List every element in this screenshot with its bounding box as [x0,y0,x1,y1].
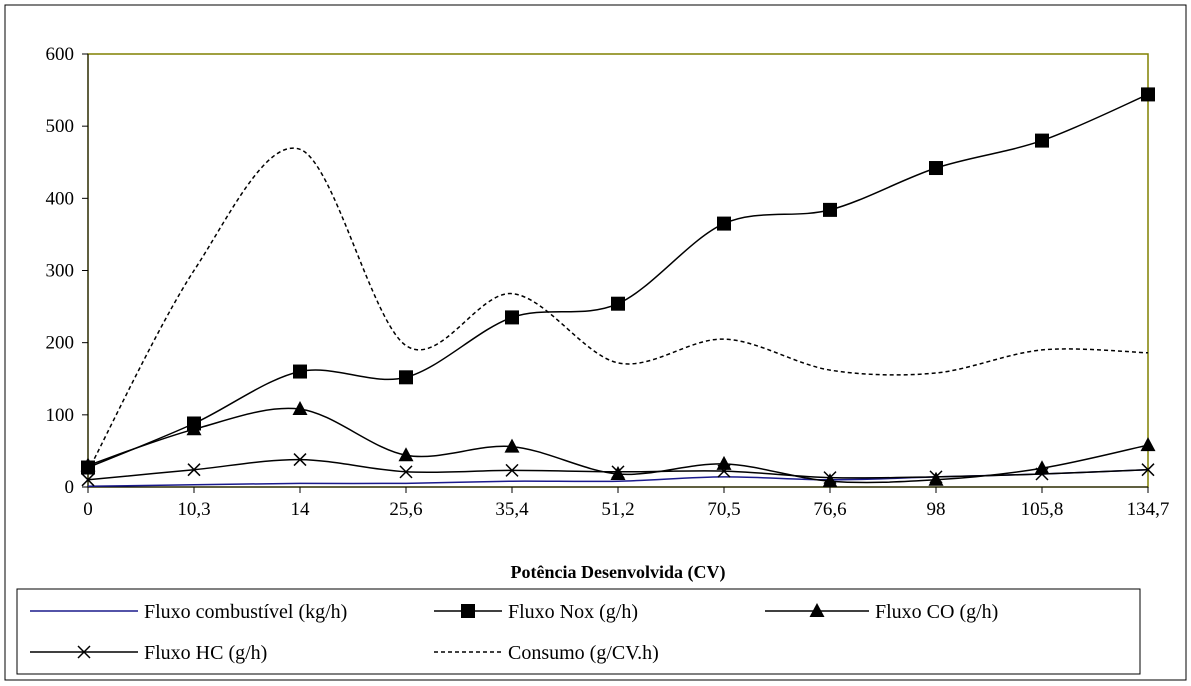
data-point [929,470,943,484]
y-tick-label: 300 [46,261,75,282]
legend-label: Fluxo Nox (g/h) [508,601,638,623]
data-point [399,465,413,479]
data-point [505,463,519,477]
data-point [504,438,520,453]
data-point [928,471,944,486]
series-fluxo-co-g-h [80,401,1156,488]
data-point [81,473,95,487]
legend-entry-fluxo-nox-g-h: Fluxo Nox (g/h) [434,601,638,623]
data-point [1035,133,1049,148]
y-tick-label: 0 [65,477,75,498]
data-point [823,471,837,485]
series-fluxo-hc-g-h [81,453,1155,487]
series-line-consumo-g-cv-h [87,147,1149,472]
x-tick-label: 70,5 [707,499,740,520]
legend-label: Fluxo HC (g/h) [144,642,267,664]
data-point [823,202,837,217]
legend-label: Consumo (g/CV.h) [508,642,659,664]
y-tick-label: 200 [46,333,75,354]
data-point [611,296,625,311]
x-tick-label: 51,2 [601,499,634,520]
data-point [293,453,307,467]
data-point [1035,467,1049,481]
data-point [717,464,731,478]
legend-marker [809,603,825,617]
y-tick-label: 500 [46,116,75,137]
data-point [929,161,943,176]
data-point [1141,463,1155,477]
legend-entry-consumo-g-cv-h: Consumo (g/CV.h) [434,642,659,664]
x-tick-label: 25,6 [389,499,422,520]
x-tick-label: 10,3 [177,499,210,520]
x-tick-label: 76,6 [813,499,846,520]
data-point [186,421,202,436]
data-point [292,401,308,416]
legend-label: Fluxo combustível (kg/h) [144,601,347,623]
x-tick-label: 134,7 [1127,499,1170,520]
y-tick-label: 100 [46,405,75,426]
legend-marker [461,604,475,618]
x-tick-label: 35,4 [495,499,529,520]
x-tick-label: 0 [83,499,93,520]
data-point [717,216,731,231]
y-axis: 0 100 200 300 400 500 600 [46,44,89,498]
data-point [611,465,625,479]
y-tick-label: 600 [46,44,75,65]
plot-area [87,53,1149,488]
data-point [399,370,413,385]
x-tick-label: 14 [291,499,311,520]
data-point [293,364,307,379]
series-consumo-g-cv-h [87,147,1149,472]
data-point [1140,437,1156,452]
series-fluxo-nox-g-h [81,87,1155,475]
y-tick-label: 400 [46,188,75,209]
data-point [505,310,519,325]
data-point [187,463,201,477]
legend-label: Fluxo CO (g/h) [875,601,998,623]
legend-marker [77,645,91,659]
x-axis: 0 10,3 14 25,6 35,4 51,2 70,5 76,6 98 105,8 134,7 [83,486,1170,520]
legend: Fluxo combustível (kg/h) Fluxo Nox (g/h) F… [16,588,1141,675]
legend-box [16,588,1141,675]
data-point [80,457,96,472]
legend-entry-fluxo-hc-g-h: Fluxo HC (g/h) [30,642,267,664]
x-axis-label: Potência Desenvolvida (CV) [511,562,726,583]
data-point [1141,87,1155,102]
legend-entry-fluxo-co-g-h: Fluxo CO (g/h) [765,601,998,623]
data-point [398,447,414,462]
data-point [822,473,838,488]
x-tick-label: 105,8 [1021,499,1064,520]
series-layer [80,87,1156,488]
legend-entry-fluxo-combust-vel-kg-h: Fluxo combustível (kg/h) [30,601,347,623]
x-tick-label: 98 [927,499,946,520]
